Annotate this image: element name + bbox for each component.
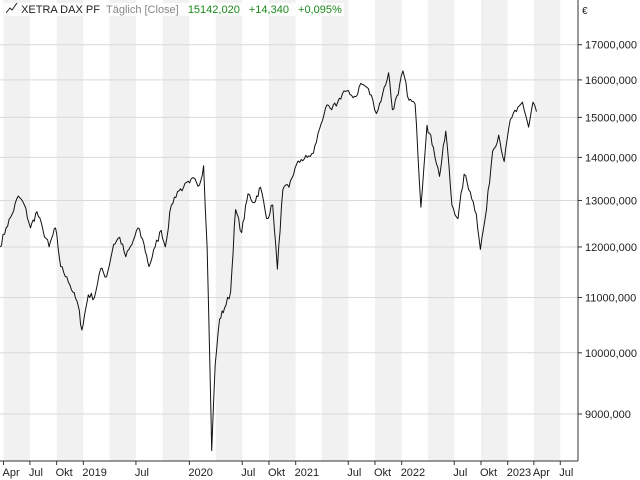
quarter-band <box>56 0 84 461</box>
x-tick-label: Jul <box>29 467 43 479</box>
quarter-band <box>374 0 402 461</box>
quarter-band <box>321 0 349 461</box>
x-tick-label: 2019 <box>82 467 106 479</box>
y-tick-label: 16000,000 <box>585 75 637 87</box>
y-tick-label: 13000,000 <box>585 195 637 207</box>
x-tick-label: Jul <box>135 467 149 479</box>
quarter-band <box>480 0 508 461</box>
x-tick-label: Jul <box>241 467 255 479</box>
x-tick-label: Okt <box>56 467 73 479</box>
x-tick-label: Apr <box>533 467 550 479</box>
x-tick-label: Jul <box>559 467 573 479</box>
line-chart-icon <box>6 3 18 14</box>
x-tick-label: Jul <box>453 467 467 479</box>
x-tick-label: Okt <box>268 467 285 479</box>
interval-label: Täglich [Close] <box>105 4 179 16</box>
x-tick-label: 2023 <box>507 467 531 479</box>
quarter-band <box>109 0 136 461</box>
x-tick-label: 2022 <box>401 467 425 479</box>
x-tick-label: Okt <box>374 467 391 479</box>
x-tick-label: 2021 <box>295 467 319 479</box>
quarter-band <box>427 0 455 461</box>
instrument-legend: XETRA DAX PF Täglich [Close] 15142,020 +… <box>4 3 344 16</box>
quarter-band <box>215 0 243 461</box>
x-tick-label: Okt <box>480 467 497 479</box>
y-tick-label: 12000,000 <box>585 242 637 254</box>
y-tick-label: 14000,000 <box>585 152 637 164</box>
x-tick-label: Jul <box>347 467 361 479</box>
y-tick-label: 11000,000 <box>585 292 636 304</box>
quarter-band <box>3 0 30 461</box>
change-value: +14,340 <box>248 4 289 16</box>
y-unit-label: € <box>582 6 588 17</box>
change-percent: +0,095% <box>298 4 342 16</box>
x-tick-label: 2020 <box>188 467 212 479</box>
quarter-band <box>533 0 561 461</box>
last-value: 15142,020 <box>187 4 240 16</box>
y-tick-label: 10000,000 <box>585 348 637 360</box>
price-series-line <box>0 70 537 452</box>
y-tick-label: 15000,000 <box>585 112 637 124</box>
instrument-name: XETRA DAX PF <box>21 4 100 16</box>
y-tick-label: 17000,000 <box>585 40 637 52</box>
quarter-band <box>268 0 296 461</box>
x-tick-label: Apr <box>2 467 19 479</box>
quarter-band <box>162 0 190 461</box>
y-tick-label: 9000,000 <box>585 409 631 421</box>
